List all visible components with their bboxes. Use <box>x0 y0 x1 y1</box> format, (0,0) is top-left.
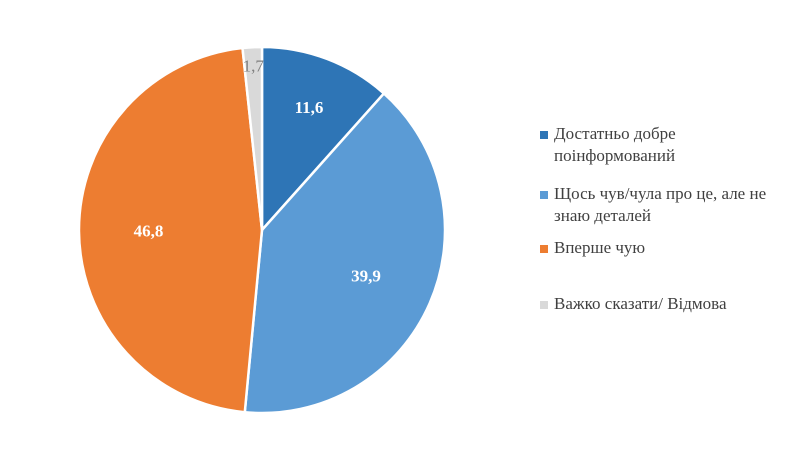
legend-swatch-first-time <box>540 245 548 253</box>
legend-swatch-heard-something <box>540 191 548 199</box>
legend-swatch-well-informed <box>540 131 548 139</box>
pie-slice-hard-to-say <box>241 45 264 232</box>
legend-swatch-hard-to-say <box>540 301 548 309</box>
data-label-well-informed: 11,6 <box>295 98 324 117</box>
pie-slice-well-informed <box>260 45 386 232</box>
legend-label-hard-to-say: Важко сказати/ Відмова <box>554 294 727 313</box>
pie-slice-first-time <box>77 46 264 414</box>
legend-label-well-informed: Достатньо добре поінформований <box>554 124 676 165</box>
legend-label-first-time: Вперше чую <box>554 238 646 257</box>
data-label-first-time: 46,8 <box>134 222 164 241</box>
legend-label-heard-something: Щось чув/чула про це, але не знаю детале… <box>554 184 767 225</box>
data-label-hard-to-say: 1,7 <box>243 57 265 76</box>
pie-slice-heard-something <box>243 92 447 415</box>
data-label-heard-something: 39,9 <box>351 266 381 285</box>
